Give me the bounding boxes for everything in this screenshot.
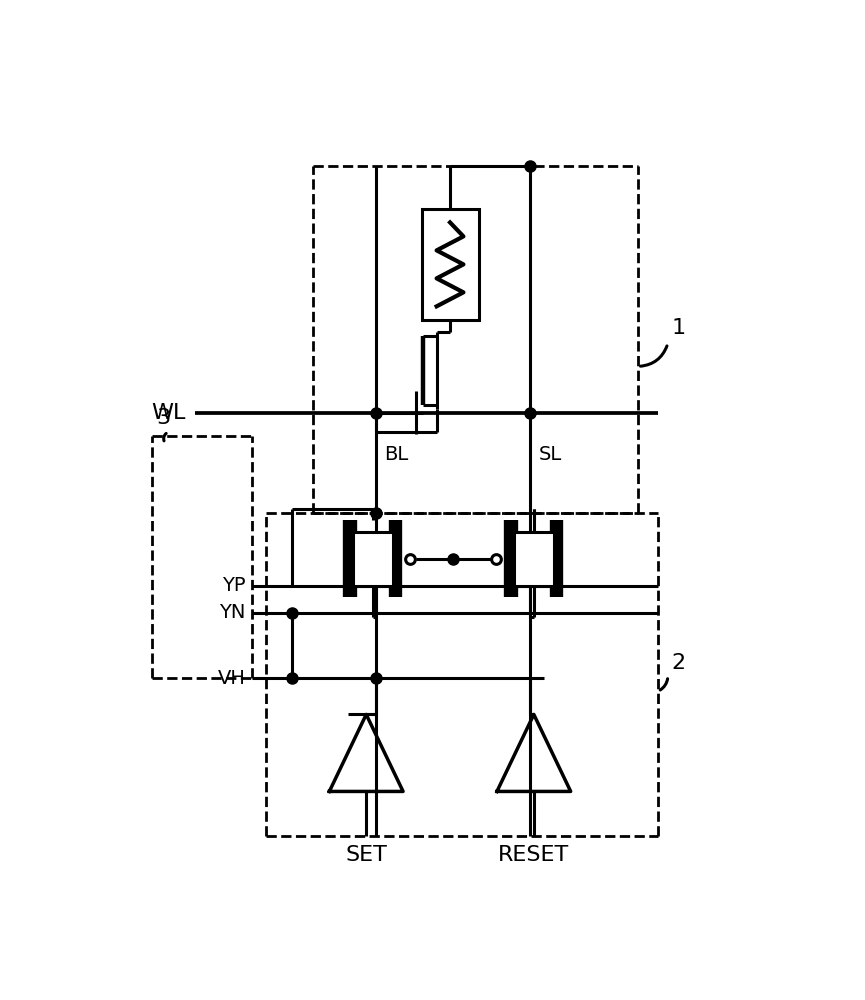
Bar bbox=[514, 532, 554, 586]
Text: BL: BL bbox=[384, 445, 408, 464]
FancyArrowPatch shape bbox=[163, 433, 166, 441]
Bar bbox=[421, 209, 478, 320]
Text: YN: YN bbox=[219, 603, 246, 622]
FancyArrowPatch shape bbox=[640, 346, 667, 366]
Text: 1: 1 bbox=[671, 318, 685, 338]
Text: SET: SET bbox=[345, 845, 388, 865]
Text: SL: SL bbox=[539, 445, 561, 464]
Text: YP: YP bbox=[222, 576, 246, 595]
FancyArrowPatch shape bbox=[660, 679, 668, 690]
Text: RESET: RESET bbox=[498, 845, 569, 865]
Text: 2: 2 bbox=[671, 653, 685, 673]
Text: VH: VH bbox=[218, 669, 246, 688]
Text: 3: 3 bbox=[157, 408, 170, 428]
Bar bbox=[353, 532, 393, 586]
Text: WL: WL bbox=[151, 403, 185, 423]
